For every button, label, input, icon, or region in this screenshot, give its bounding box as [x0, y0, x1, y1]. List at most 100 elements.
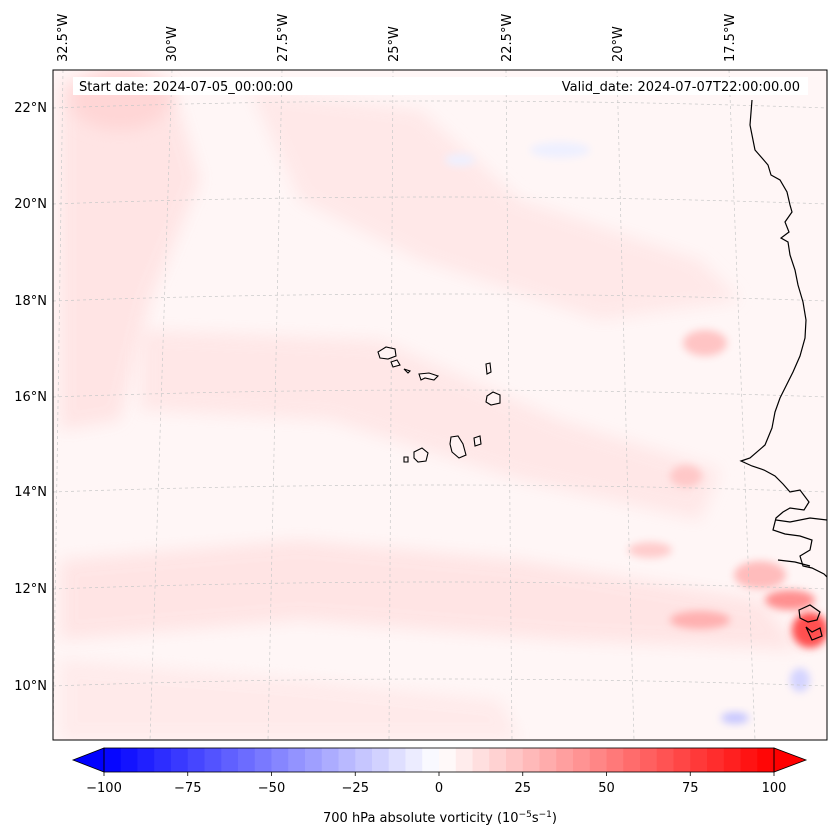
colorbar-segment: [238, 748, 256, 772]
lat-label-18n: 18°N: [14, 294, 47, 309]
colorbar-tick-label: 25: [514, 781, 531, 796]
colorbar-segment: [656, 748, 675, 772]
vorticity-min-3: [530, 142, 590, 158]
meridian-17-5w: [728, 70, 756, 740]
colorbar-segment: [154, 748, 172, 772]
meridian-27-5w: [267, 70, 283, 740]
colorbar-segment: [640, 748, 658, 772]
colorbar-segment: [489, 748, 507, 772]
colorbar-segment: [254, 748, 273, 772]
vorticity-max-6: [670, 611, 730, 629]
parallel-16n: [53, 389, 827, 398]
lon-label-20w: 20°W: [611, 26, 626, 62]
lon-label-22-5w: 22.5°W: [500, 14, 515, 62]
valid-date-label: Valid_date: 2024-07-07T22:00:00.00: [562, 80, 800, 95]
colorbar-segment: [372, 748, 390, 772]
colorbar-segment: [288, 748, 306, 772]
colorbar-segment: [120, 748, 139, 772]
graticule: [53, 70, 827, 740]
colorbar-label-end: ): [552, 811, 557, 826]
map-frame: [52, 69, 828, 741]
meridian-22-5w: [505, 70, 513, 740]
cabo-verde-islands: [377, 346, 501, 463]
parallel-14n: [53, 484, 827, 493]
island-fogo: [413, 447, 429, 463]
vorticity-max-5: [765, 590, 815, 610]
colorbar-tick-label: 50: [598, 781, 615, 796]
colorbar-segment: [690, 748, 708, 772]
island-sao-vicente: [390, 359, 401, 368]
colorbar-segment: [573, 748, 591, 772]
meridian-30w: [149, 70, 173, 740]
lat-label-14n: 14°N: [14, 485, 47, 500]
longitude-labels: 32.5°W 30°W 27.5°W 25°W 22.5°W 20°W 17.5…: [56, 14, 738, 62]
vorticity-max-1: [683, 330, 727, 356]
colorbar-label-exp1: −5: [519, 810, 532, 820]
colorbar-segment: [187, 748, 206, 772]
colorbar-tick-label: 100: [762, 781, 787, 796]
colorbar-segment: [439, 748, 457, 772]
colorbar-segment: [221, 748, 239, 772]
map-panel: Start date: 2024-07-05_00:00:00 Valid_da…: [52, 69, 828, 741]
vorticity-band-mid: [140, 330, 720, 520]
island-santiago: [449, 435, 467, 459]
island-sal: [485, 362, 492, 375]
colorbar-segments: [104, 748, 775, 772]
colorbar-segment: [355, 748, 373, 772]
lon-label-27-5w: 27.5°W: [276, 14, 291, 62]
colorbar-extend-max: [773, 747, 808, 773]
lon-label-25w: 25°W: [387, 26, 402, 62]
meridian-32-5w: [53, 70, 64, 740]
colorbar-tick-label: −50: [258, 781, 285, 796]
parallel-22n: [53, 100, 827, 109]
start-date-label: Start date: 2024-07-05_00:00:00: [79, 80, 293, 95]
colorbar: −100 −75 −50 −25 0 25 50 75 100 700 hPa absolute…: [71, 747, 808, 826]
coastlines: [739, 99, 827, 641]
colorbar-segment: [271, 748, 289, 772]
island-santa-luzia: [403, 368, 412, 374]
colorbar-segment: [171, 748, 189, 772]
vorticity-band-south: [60, 540, 800, 650]
island-sao-nicolau: [418, 372, 440, 381]
colorbar-segment: [757, 748, 775, 772]
colorbar-segment: [707, 748, 725, 772]
colorbar-segment: [539, 748, 557, 772]
colorbar-tick-label: 0: [435, 781, 443, 796]
vorticity-min-4: [445, 154, 475, 166]
colorbar-segment: [589, 748, 608, 772]
vorticity-band-central: [250, 90, 740, 320]
meridian-20w: [616, 70, 635, 740]
island-maio: [473, 435, 482, 447]
colorbar-segment: [472, 748, 490, 772]
colorbar-segment: [137, 748, 155, 772]
colorbar-segment: [104, 748, 122, 772]
colorbar-segment: [405, 748, 423, 772]
parallel-18n: [53, 293, 827, 302]
parallel-20n: [53, 196, 827, 205]
lat-label-16n: 16°N: [14, 390, 47, 405]
island-boa-vista: [485, 391, 501, 406]
latitude-labels: 22°N 20°N 18°N 16°N 14°N 12°N 10°N: [14, 101, 47, 694]
colorbar-tick-label: 75: [682, 781, 699, 796]
lat-label-20n: 20°N: [14, 197, 47, 212]
colorbar-tick-label: −25: [342, 781, 369, 796]
colorbar-tick-label: −75: [174, 781, 201, 796]
meridian-25w: [388, 70, 394, 740]
colorbar-segment: [522, 748, 541, 772]
colorbar-segment: [556, 748, 574, 772]
vorticity-max-3: [734, 561, 786, 589]
colorbar-segment: [305, 748, 323, 772]
colorbar-segment: [506, 748, 524, 772]
island-brava: [403, 456, 409, 463]
lat-label-10n: 10°N: [14, 679, 47, 694]
lon-label-30w: 30°W: [165, 26, 180, 62]
colorbar-segment: [723, 748, 742, 772]
vorticity-field: [60, 70, 827, 740]
lat-label-12n: 12°N: [14, 582, 47, 597]
vorticity-min-2: [790, 668, 810, 692]
vorticity-band-southwest: [60, 660, 520, 740]
colorbar-label-exp2: −1: [539, 810, 552, 820]
colorbar-extend-min: [71, 747, 105, 773]
colorbar-label-main: 700 hPa absolute vorticity (10: [323, 811, 519, 826]
